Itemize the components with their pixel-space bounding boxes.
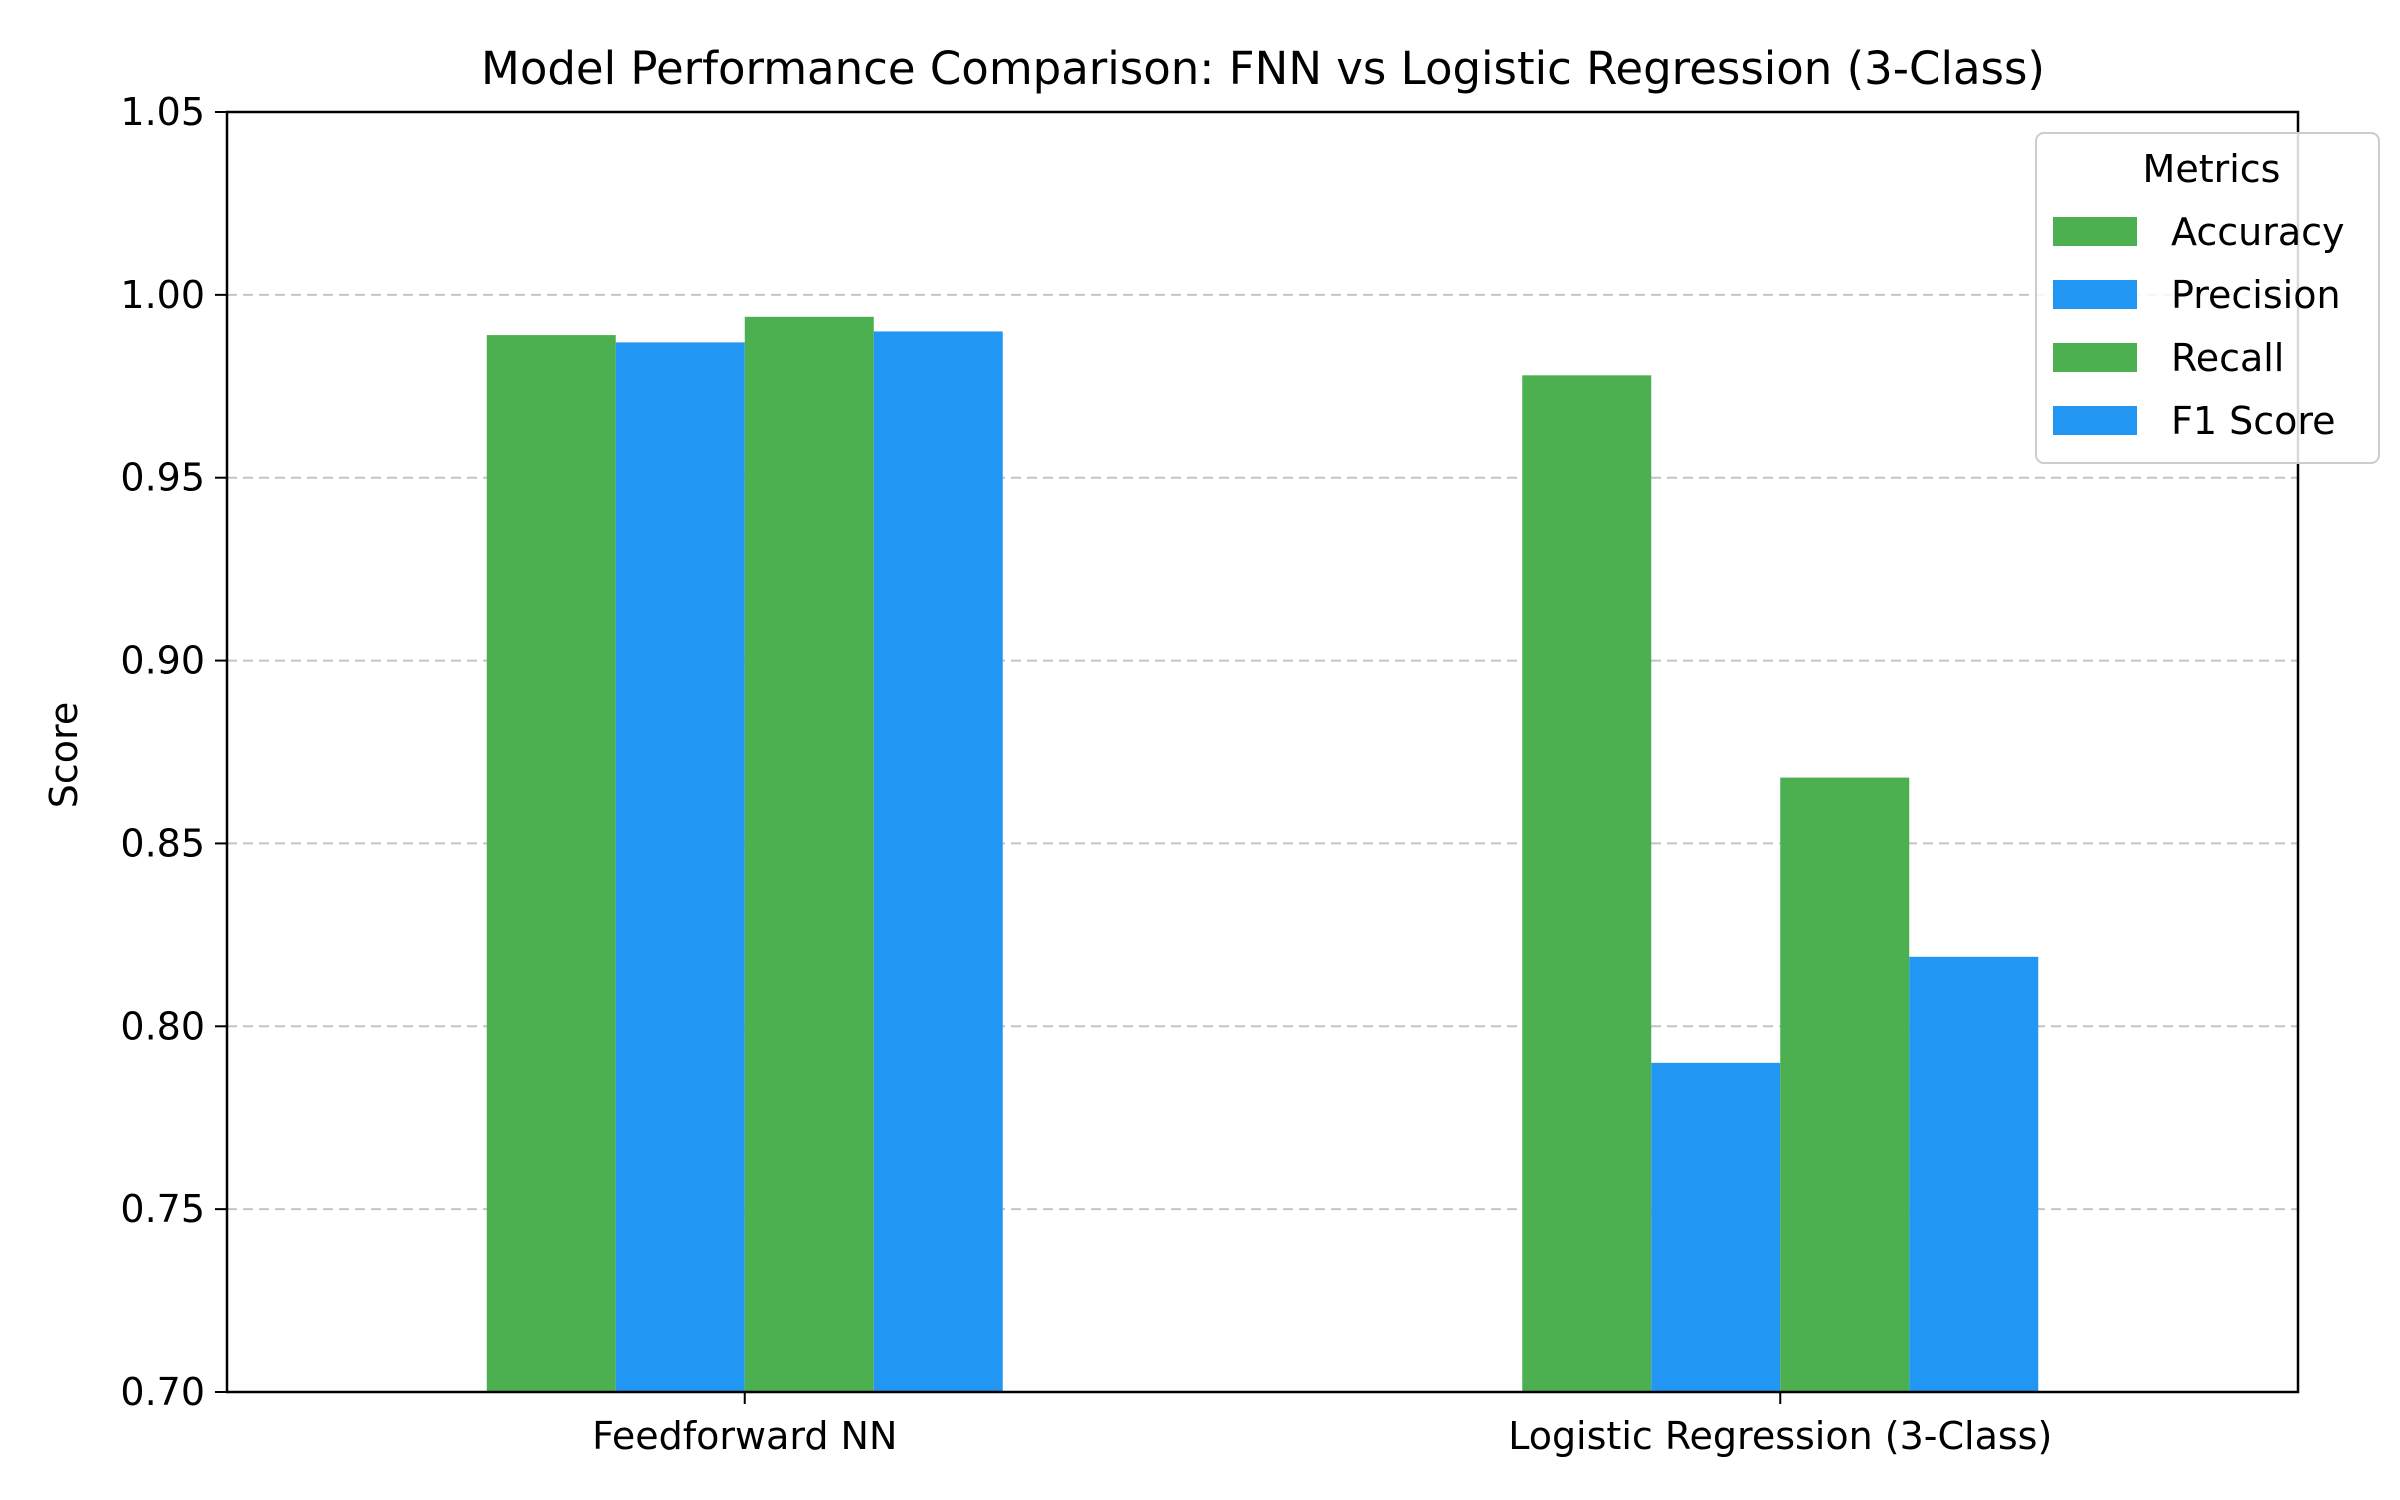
axes: 0.70 0.75 0.80 0.85 0.90 0.95 1.00 1.05 Feedforw… — [120, 90, 2300, 1458]
legend-label[interactable]: Precision — [2171, 273, 2341, 317]
y-tick-label: 0.90 — [120, 639, 205, 683]
legend-swatch — [2053, 406, 2137, 435]
legend-frame — [2035, 132, 2380, 464]
plot-frame — [225, 110, 2300, 1394]
legend-title: Metrics — [2143, 147, 2281, 191]
y-tick-label: 0.70 — [120, 1370, 205, 1414]
bar-recall-1[interactable] — [1780, 777, 1910, 1392]
chart-title: Model Performance Comparison: FNN vs Log… — [481, 42, 2045, 95]
y-tick-label: 0.80 — [120, 1004, 205, 1048]
legend-label[interactable]: F1 Score — [2171, 399, 2336, 443]
x-tick-label: Feedforward NN — [592, 1414, 897, 1458]
bar-accuracy-0[interactable] — [486, 335, 616, 1393]
legend-label[interactable]: Accuracy — [2171, 210, 2345, 254]
legend-label[interactable]: Recall — [2171, 336, 2284, 380]
y-tick-label: 0.75 — [120, 1187, 205, 1231]
bar-f1-score-0[interactable] — [873, 331, 1003, 1392]
y-tick-label: 0.95 — [120, 456, 205, 500]
bar-precision-1[interactable] — [1651, 1062, 1781, 1392]
bar-f1-score-1[interactable] — [1909, 956, 2039, 1392]
legend-swatch — [2053, 343, 2137, 372]
y-tick-label: 1.05 — [120, 90, 205, 134]
bars — [486, 316, 2039, 1393]
legend[interactable]: Metrics Accuracy Precision Recall F1 Score — [2035, 132, 2380, 464]
x-tick-label: Logistic Regression (3-Class) — [1508, 1414, 2052, 1458]
bar-accuracy-1[interactable] — [1522, 375, 1652, 1392]
bar-precision-0[interactable] — [615, 342, 745, 1392]
y-tick-label: 1.00 — [120, 273, 205, 317]
y-axis-label: Score — [42, 702, 86, 808]
y-tick-label: 0.85 — [120, 821, 205, 865]
bar-recall-0[interactable] — [744, 316, 874, 1392]
legend-swatch — [2053, 217, 2137, 246]
legend-swatch — [2053, 280, 2137, 309]
